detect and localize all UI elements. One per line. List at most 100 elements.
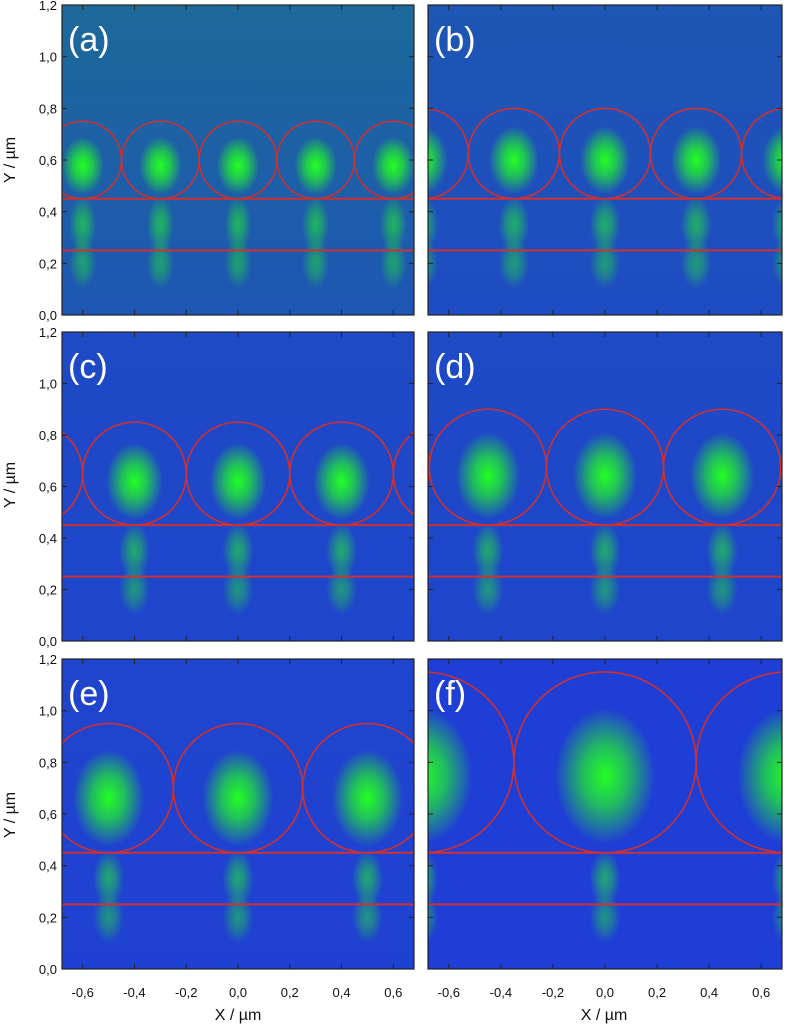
x-axis-title-left: X / µm	[215, 1007, 262, 1024]
field-hotspot	[762, 127, 782, 194]
field-layer-spot	[351, 850, 383, 907]
panel-c: 0,0 0,2 0,4 0,6 0,8 1,0 1,2 (c)	[39, 325, 415, 649]
y-tick-label: 0,2	[39, 256, 57, 271]
field-layer-spot	[589, 196, 621, 253]
x-tick-label: 0,6	[384, 985, 402, 1000]
field-hotspot	[202, 749, 274, 847]
field-hotspot	[488, 126, 539, 195]
y-axis-title-middle: Y / µm	[2, 462, 19, 508]
x-tick-label: 0,2	[648, 985, 666, 1000]
y-tick-label: 1,0	[39, 704, 57, 719]
panel-label: (b)	[434, 21, 476, 59]
field-substrate-spot	[351, 891, 383, 944]
y-axis-title-bottom: Y / µm	[2, 792, 19, 838]
field-hotspot	[331, 749, 403, 847]
y-tick-label: 0,4	[39, 531, 57, 546]
field-layer-spot	[326, 522, 358, 580]
x-tick-label: 0,4	[700, 985, 718, 1000]
field-hotspot	[216, 136, 260, 195]
field-hotspot	[209, 442, 267, 520]
field-layer-spot	[379, 196, 407, 253]
field-hotspot	[572, 432, 638, 520]
panel-label: (a)	[68, 21, 110, 59]
y-tick-label: 0,6	[39, 480, 57, 495]
x-tick-label: -0,6	[438, 985, 460, 1000]
field-layer-spot	[706, 522, 738, 580]
x-tick-label: -0,2	[175, 985, 197, 1000]
panel-label: (f)	[434, 675, 466, 713]
panel-b: (b)	[427, 4, 783, 316]
y-axis-title-top: Y / µm	[2, 137, 19, 183]
y-tick-label: 0,6	[39, 153, 57, 168]
y-tick-label: 1,0	[39, 50, 57, 65]
field-hotspot	[428, 127, 448, 194]
field-layer-spot	[589, 850, 621, 907]
field-substrate-spot	[118, 563, 150, 616]
x-tick-label: -0,2	[542, 985, 564, 1000]
field-hotspot	[62, 136, 105, 195]
field-layer-spot	[222, 522, 254, 580]
field-substrate-spot	[379, 237, 407, 290]
field-hotspot	[139, 136, 182, 195]
field-layer-spot	[118, 522, 150, 580]
field-substrate-spot	[326, 563, 358, 616]
field-hotspot	[579, 126, 631, 195]
field-hotspot	[294, 136, 337, 195]
panel-e: -0,6 -0,4 -0,2 0,0 0,2 0,4 0,6 0,0 0,2 0,4 0,6 0,8 1…	[39, 652, 415, 1000]
x-axis-title-right: X / µm	[581, 1007, 628, 1024]
sphere-outline	[301, 722, 414, 854]
field-hotspot	[737, 708, 782, 844]
panel-label: (c)	[68, 348, 108, 386]
field-hotspot	[689, 432, 755, 520]
field-hotspot	[554, 708, 656, 844]
field-layer-spot	[146, 196, 174, 253]
sphere-outline	[695, 671, 782, 854]
field-hotspot	[313, 442, 370, 520]
y-tick-label: 1,2	[39, 325, 57, 340]
y-tick-label: 0,6	[39, 807, 57, 822]
y-tick-label: 0,0	[39, 634, 57, 649]
field-substrate-spot	[302, 237, 330, 290]
field-substrate-spot	[589, 237, 621, 290]
x-tick-label: 0,0	[596, 985, 614, 1000]
field-substrate-spot	[706, 563, 738, 616]
field-layer-spot	[589, 522, 621, 580]
field-substrate-spot	[222, 891, 254, 944]
x-tick-label: 0,2	[281, 985, 299, 1000]
sphere-outline	[740, 107, 782, 200]
y-tick-label: 1,2	[39, 0, 57, 13]
y-tick-label: 0,8	[39, 755, 57, 770]
x-tick-label: 0,0	[229, 985, 247, 1000]
field-hotspot	[73, 749, 145, 847]
y-tick-label: 0,2	[39, 583, 57, 598]
field-hotspot	[671, 126, 722, 195]
y-tick-label: 0,0	[39, 308, 57, 323]
x-tick-label: -0,4	[490, 985, 512, 1000]
field-substrate-spot	[146, 237, 174, 290]
x-tick-label: -0,4	[123, 985, 145, 1000]
y-tick-label: 0,2	[39, 910, 57, 925]
field-substrate-spot	[93, 891, 125, 944]
x-tick-label: -0,6	[72, 985, 94, 1000]
sphere-outline	[779, 451, 782, 483]
field-substrate-spot	[69, 237, 97, 290]
panel-a: -0,6-0,4-0,20,00,20,40,60,00,20,40,60,81…	[39, 0, 415, 346]
y-tick-label: 0,8	[39, 428, 57, 443]
field-substrate-spot	[680, 237, 712, 290]
panel-label: (d)	[434, 348, 476, 386]
field-layer-spot	[680, 196, 712, 253]
sphere-outline	[353, 120, 414, 200]
y-tick-label: 0,4	[39, 205, 57, 220]
field-layer-spot	[224, 196, 252, 253]
field-substrate-spot	[589, 563, 621, 616]
field-layer-spot	[222, 850, 254, 907]
panel-f: -0,6 -0,4 -0,2 0,0 0,2 0,4 0,6 (f)	[427, 658, 783, 1000]
y-tick-label: 0,0	[39, 962, 57, 977]
field-layer-spot	[472, 522, 504, 580]
field-substrate-spot	[224, 237, 252, 290]
field-layer-spot	[498, 196, 530, 253]
panels-group: -0,6 -0,4 -0,2 0,0 0,2 0,4 0,6 0,0 0,2 0,4 0,6 0,8 1…	[39, 0, 783, 1000]
y-tick-label: 0,4	[39, 859, 57, 874]
panel-label: (e)	[68, 675, 110, 713]
field-hotspot	[105, 442, 163, 520]
